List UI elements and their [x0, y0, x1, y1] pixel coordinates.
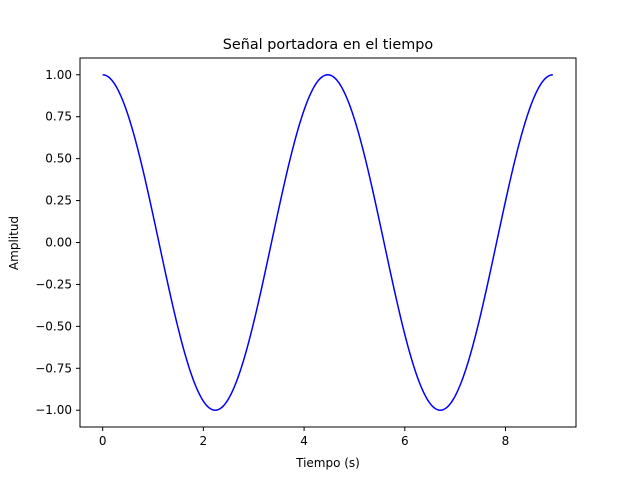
x-tick-label: 0 — [99, 434, 107, 448]
y-tick-label: 0.75 — [45, 110, 72, 124]
y-tick-label: −1.00 — [35, 403, 72, 417]
y-axis-ticks: 1.00 0.75 0.50 0.25 0.00 −0.25 −0.50 −0.75 −1.00 — [35, 68, 80, 417]
y-tick-label: −0.75 — [35, 361, 72, 375]
x-axis-ticks: 0 2 4 6 8 — [99, 427, 509, 448]
series-line — [102, 74, 553, 411]
y-tick-label: 1.00 — [45, 68, 72, 82]
x-tick-label: 4 — [300, 434, 308, 448]
y-tick-label: −0.50 — [35, 319, 72, 333]
y-axis-label: Amplitud — [7, 216, 21, 270]
chart-title: Señal portadora en el tiempo — [223, 37, 434, 53]
x-tick-label: 6 — [401, 434, 409, 448]
y-tick-label: 0.25 — [45, 194, 72, 208]
y-tick-label: −0.25 — [35, 277, 72, 291]
plot-area — [102, 74, 553, 411]
x-tick-label: 2 — [200, 434, 208, 448]
y-tick-label: 0.50 — [45, 152, 72, 166]
x-tick-label: 8 — [502, 434, 510, 448]
y-tick-label: 0.00 — [45, 236, 72, 250]
x-axis-label: Tiempo (s) — [295, 456, 360, 470]
